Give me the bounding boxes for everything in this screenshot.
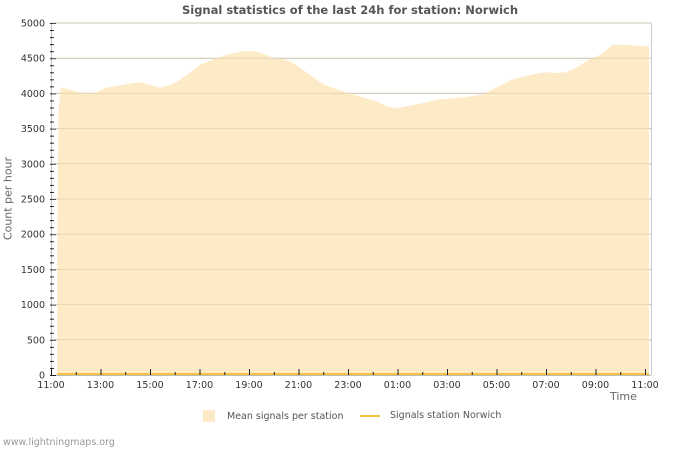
area-swatch-icon [203,410,215,422]
svg-text:5000: 5000 [21,19,45,30]
mean-signals-area [57,44,649,375]
legend: Mean signals per station Signals station… [0,410,700,428]
svg-text:2500: 2500 [21,195,45,206]
legend-item-mean[interactable]: Mean signals per station [203,410,343,422]
legend-item-norwich[interactable]: Signals station Norwich [360,410,501,421]
legend-label-mean: Mean signals per station [227,410,344,422]
svg-text:0: 0 [39,371,45,382]
footer-credit: www.lightningmaps.org [3,437,115,448]
svg-text:07:00: 07:00 [532,380,559,391]
svg-text:11:00: 11:00 [631,380,658,391]
svg-text:19:00: 19:00 [235,380,262,391]
svg-text:05:00: 05:00 [483,380,510,391]
svg-text:01:00: 01:00 [384,380,411,391]
svg-text:1000: 1000 [21,300,45,311]
svg-text:2000: 2000 [21,230,45,241]
line-swatch-icon [360,414,380,417]
legend-label-norwich: Signals station Norwich [390,410,502,421]
chart-title: Signal statistics of the last 24h for st… [181,3,519,17]
svg-text:4000: 4000 [21,89,45,100]
svg-text:11:00: 11:00 [37,380,64,391]
svg-text:13:00: 13:00 [87,380,114,391]
svg-text:03:00: 03:00 [433,380,460,391]
svg-text:500: 500 [27,335,45,346]
x-tick-labels: 11:00 13:00 15:00 17:00 19:00 21:00 23:00 01:00… [37,380,658,391]
svg-text:3500: 3500 [21,124,45,135]
svg-text:17:00: 17:00 [186,380,213,391]
svg-text:4500: 4500 [21,54,45,65]
x-axis-label: Time [610,390,637,403]
svg-text:15:00: 15:00 [136,380,163,391]
svg-text:23:00: 23:00 [334,380,361,391]
chart-plot: 0 500 1000 1500 2000 2500 3000 3500 4000 4500 5000… [21,19,659,392]
svg-text:3000: 3000 [21,159,45,170]
svg-text:21:00: 21:00 [285,380,312,391]
svg-text:1500: 1500 [21,265,45,276]
y-tick-labels: 0 500 1000 1500 2000 2500 3000 3500 4000 4500 5000 [21,19,45,382]
svg-text:09:00: 09:00 [582,380,609,391]
